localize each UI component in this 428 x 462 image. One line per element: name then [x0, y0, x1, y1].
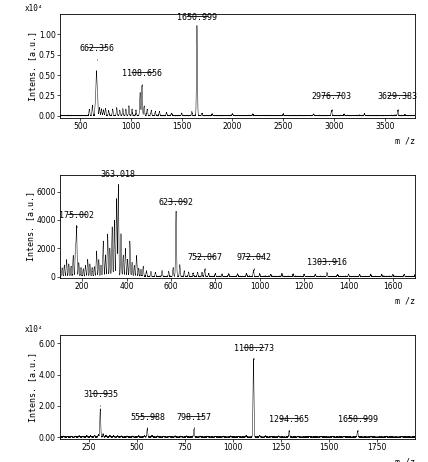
Text: 623.092: 623.092 — [158, 198, 193, 207]
Y-axis label: Intens. [a.u.]: Intens. [a.u.] — [26, 191, 35, 261]
Text: x10⁴: x10⁴ — [24, 325, 43, 334]
Text: 1303.916: 1303.916 — [307, 258, 347, 267]
Text: 1108.273: 1108.273 — [234, 344, 273, 353]
Text: 2976.703: 2976.703 — [312, 92, 351, 102]
Text: 1650.999: 1650.999 — [177, 12, 217, 22]
Text: 1294.365: 1294.365 — [269, 415, 309, 424]
Text: 1108.656: 1108.656 — [122, 69, 162, 78]
Text: m /z: m /z — [395, 457, 415, 462]
Text: 798.157: 798.157 — [176, 413, 211, 422]
Text: 3629.383: 3629.383 — [378, 92, 418, 102]
Text: 175.002: 175.002 — [59, 211, 94, 219]
Text: 972.042: 972.042 — [236, 253, 271, 262]
Text: m /z: m /z — [395, 136, 415, 145]
Text: 363.018: 363.018 — [101, 170, 136, 179]
Text: 1650.999: 1650.999 — [338, 415, 378, 424]
Y-axis label: Intens. [a.u.]: Intens. [a.u.] — [28, 30, 37, 101]
Text: 555.988: 555.988 — [130, 413, 165, 422]
Text: m /z: m /z — [395, 297, 415, 306]
Text: x10⁴: x10⁴ — [24, 4, 43, 13]
Y-axis label: Intens. [a.u.]: Intens. [a.u.] — [28, 352, 37, 422]
Text: 310.935: 310.935 — [83, 390, 118, 399]
Text: 752.067: 752.067 — [187, 253, 222, 262]
Text: 662.356: 662.356 — [79, 44, 114, 53]
